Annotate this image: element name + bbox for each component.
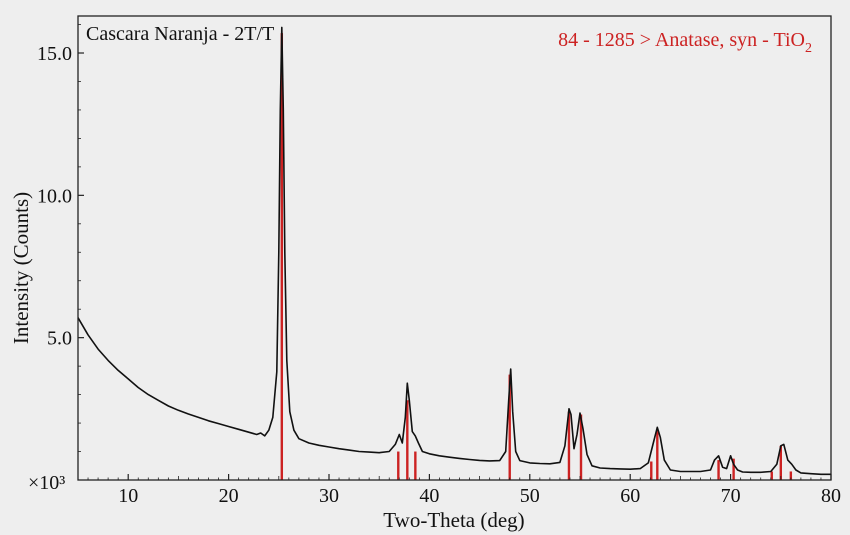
- x-axis-title: Two-Theta (deg): [383, 508, 524, 532]
- x-tick-label: 50: [520, 485, 540, 507]
- reference-label: 84 - 1285 > Anatase, syn - TiO2: [558, 29, 812, 56]
- x-tick-label: 80: [821, 485, 841, 507]
- x-tick-label: 40: [419, 485, 439, 507]
- x-tick-label: 10: [118, 485, 138, 507]
- x-tick-label: 60: [620, 485, 640, 507]
- y-axis-ticks: 5.0 10.0 15.0: [37, 24, 84, 452]
- y-tick-label: 5.0: [47, 328, 72, 350]
- reference-label-subscript: 2: [805, 41, 812, 56]
- x-axis-ticks: 10 20 30 40 50 60 70 80: [87, 474, 841, 507]
- x-tick-label: 20: [219, 485, 239, 507]
- y-tick-label: 15.0: [37, 43, 72, 65]
- diffraction-pattern-line: [77, 26, 831, 476]
- y-axis-title: Intensity (Counts): [9, 192, 33, 344]
- reference-peaks: [280, 33, 793, 480]
- sample-title: Cascara Naranja - 2T/T: [86, 23, 274, 45]
- x-tick-label: 30: [319, 485, 339, 507]
- x-tick-label: 70: [721, 485, 741, 507]
- plot-frame: [77, 15, 832, 481]
- y-multiplier-label: ×10³: [28, 472, 65, 494]
- y-tick-label: 10.0: [37, 185, 72, 207]
